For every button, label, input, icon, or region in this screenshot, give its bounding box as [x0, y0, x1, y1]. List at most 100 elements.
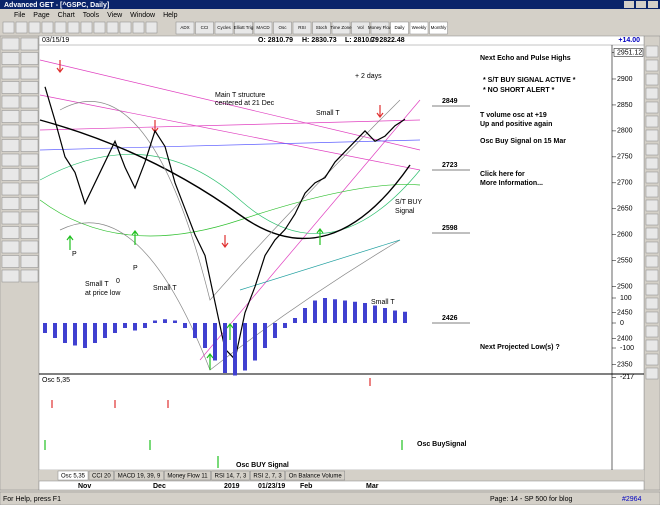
tool-icon[interactable]: [645, 339, 659, 352]
tool-icon[interactable]: [1, 124, 20, 138]
tab-bg[interactable]: [57, 470, 89, 481]
tool-icon[interactable]: [1, 153, 20, 167]
tab-label[interactable]: Money Flow 11: [167, 474, 208, 480]
menu-item[interactable]: File: [14, 12, 25, 19]
tab[interactable]: RSI 2, 7, 3: [250, 470, 285, 481]
close[interactable]: [648, 1, 658, 8]
tool-icon[interactable]: [119, 21, 132, 34]
tool-icon[interactable]: [67, 21, 80, 34]
tool-button[interactable]: [351, 21, 370, 35]
tool-button[interactable]: [175, 21, 195, 35]
tool-icon[interactable]: [1, 66, 20, 80]
tool-icon[interactable]: [645, 227, 659, 240]
tool-icon[interactable]: [20, 197, 39, 210]
tool-icon[interactable]: [145, 21, 158, 34]
tool-icon[interactable]: [1, 197, 20, 210]
tool-label[interactable]: Elliott Trig: [234, 25, 254, 30]
tool-icon[interactable]: [645, 241, 659, 254]
tab-label[interactable]: RSI 2, 7, 3: [253, 474, 282, 480]
tool-icon[interactable]: [132, 21, 145, 34]
tool-icon[interactable]: [645, 213, 659, 226]
tool-icon[interactable]: [645, 129, 659, 142]
tab-label[interactable]: MACD 19, 39, 9: [118, 474, 161, 480]
tool-icon[interactable]: [645, 171, 659, 184]
tool-icon[interactable]: [20, 255, 39, 268]
tool-icon[interactable]: [1, 52, 20, 65]
tool-icon[interactable]: [20, 37, 39, 51]
tool-icon[interactable]: [20, 66, 39, 80]
tool-icon[interactable]: [1, 37, 20, 51]
tool-icon[interactable]: [1, 95, 20, 109]
tool-icon[interactable]: [20, 153, 39, 167]
tab[interactable]: Money Flow 11: [164, 470, 211, 481]
tool-icon[interactable]: [1, 81, 20, 94]
tab-label[interactable]: RSI 14, 7, 3: [215, 474, 247, 480]
tool-button[interactable]: [409, 21, 429, 35]
menu-item[interactable]: Tools: [83, 12, 100, 19]
tool-icon[interactable]: [645, 325, 659, 338]
tool-icon[interactable]: [41, 21, 54, 34]
tool-button[interactable]: [234, 21, 253, 35]
tool-icon[interactable]: [645, 311, 659, 324]
tool-icon[interactable]: [1, 269, 20, 283]
tool-label[interactable]: Vol: [357, 25, 363, 30]
tool-icon[interactable]: [1, 139, 20, 152]
tool-icon[interactable]: [20, 168, 39, 181]
tool-label[interactable]: CCI: [201, 25, 209, 30]
tool-label[interactable]: Osc: [278, 25, 287, 30]
tool-label[interactable]: Cycles: [217, 25, 231, 30]
tab-label[interactable]: On Balance Volume: [289, 474, 343, 480]
tool-label[interactable]: ADX: [180, 25, 189, 30]
tool-icon[interactable]: [1, 211, 20, 225]
tool-icon[interactable]: [20, 240, 39, 254]
tool-button[interactable]: [331, 21, 351, 35]
tool-icon[interactable]: [645, 143, 659, 156]
tool-icon[interactable]: [1, 168, 20, 181]
tab-bg[interactable]: [114, 470, 164, 481]
tool-icon[interactable]: [645, 45, 659, 58]
tool-icon[interactable]: [93, 21, 106, 34]
tool-icon[interactable]: [20, 226, 39, 239]
menu-item[interactable]: View: [107, 12, 123, 19]
tool-label[interactable]: Monthly: [431, 25, 448, 30]
tab-bg[interactable]: [88, 470, 114, 481]
tool-button[interactable]: [273, 21, 292, 35]
tool-icon[interactable]: [20, 139, 39, 152]
tool-icon[interactable]: [1, 182, 20, 196]
tab-bg[interactable]: [164, 470, 211, 481]
tool-icon[interactable]: [20, 110, 39, 123]
tool-icon[interactable]: [20, 124, 39, 138]
menu-item[interactable]: Help: [163, 12, 178, 19]
menu-item[interactable]: Window: [130, 12, 156, 19]
tool-button[interactable]: [195, 21, 214, 35]
tool-icon[interactable]: [645, 297, 659, 310]
tool-label[interactable]: Stoch: [316, 25, 328, 30]
tool-icon[interactable]: [645, 185, 659, 198]
menu-item[interactable]: Chart: [58, 12, 75, 19]
tool-icon[interactable]: [645, 157, 659, 170]
tab-bg[interactable]: [250, 470, 285, 481]
tool-icon[interactable]: [20, 95, 39, 109]
tool-button[interactable]: [429, 21, 448, 35]
tool-icon[interactable]: [645, 73, 659, 86]
tool-icon[interactable]: [645, 269, 659, 282]
tool-icon[interactable]: [645, 367, 659, 380]
maximize[interactable]: [636, 1, 646, 8]
tool-icon[interactable]: [645, 283, 659, 296]
tab[interactable]: CCI 20: [88, 470, 114, 481]
tab-bg[interactable]: [285, 470, 345, 481]
menu-item[interactable]: Page: [33, 12, 49, 19]
tool-label[interactable]: Daily: [394, 25, 405, 30]
tool-icon[interactable]: [20, 81, 39, 94]
tool-icon[interactable]: [20, 269, 39, 283]
tool-label[interactable]: Time Zone: [330, 25, 352, 30]
tool-icon[interactable]: [1, 255, 20, 268]
tool-icon[interactable]: [28, 21, 41, 34]
minimize[interactable]: [624, 1, 634, 8]
tool-icon[interactable]: [1, 110, 20, 123]
tool-icon[interactable]: [645, 87, 659, 100]
tool-button[interactable]: [370, 21, 390, 35]
tool-button[interactable]: [292, 21, 312, 35]
tool-icon[interactable]: [1, 240, 20, 254]
tool-button[interactable]: [390, 21, 409, 35]
